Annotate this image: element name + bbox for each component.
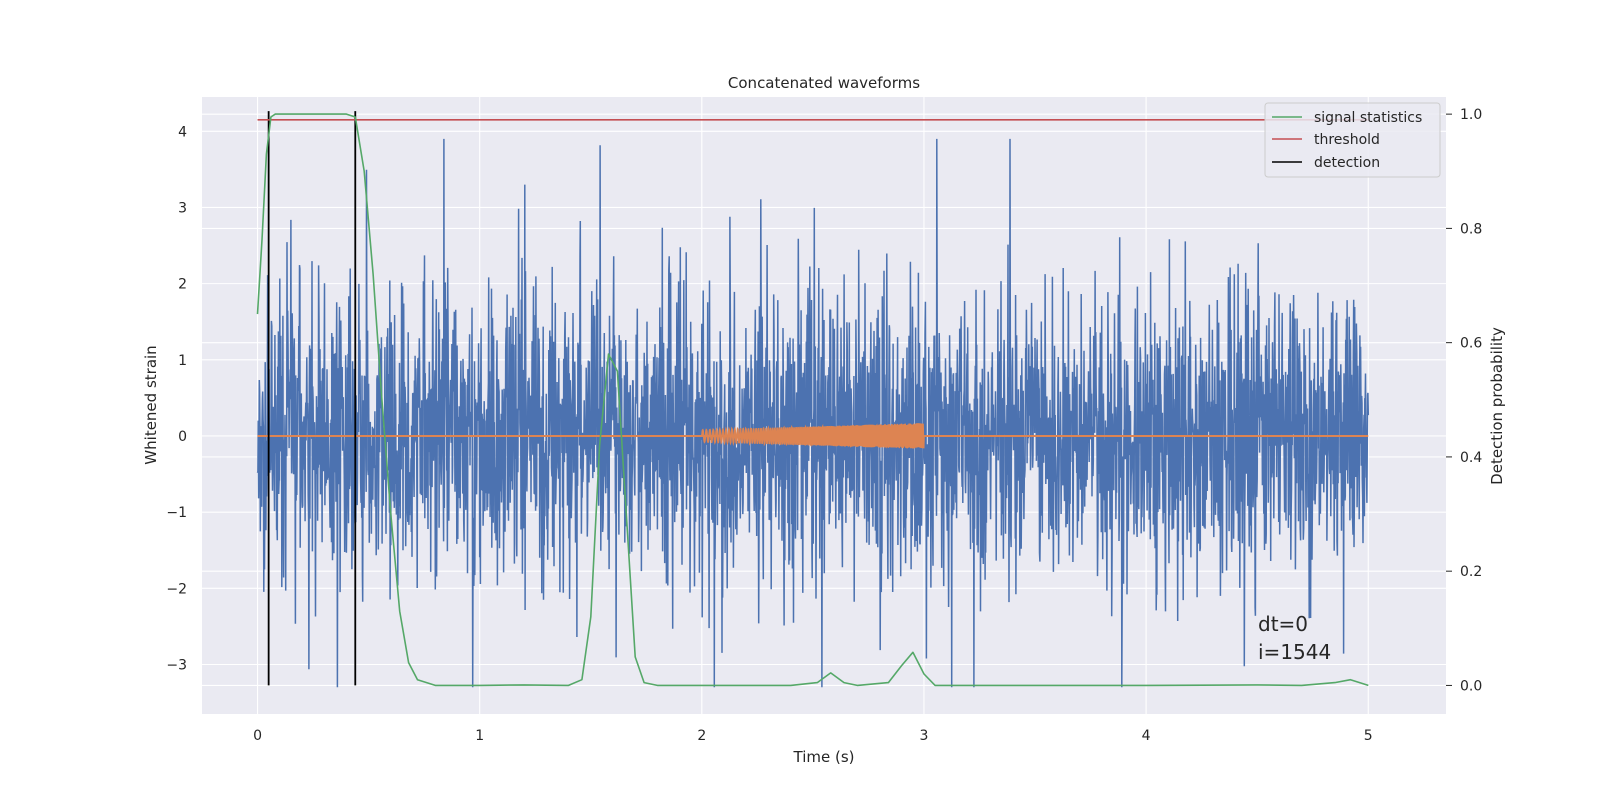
x-tick-label: 5 [1364, 728, 1373, 744]
y2-tick-label: 0.0 [1460, 678, 1482, 694]
legend-box [1264, 102, 1441, 178]
tick-labels: 0 1 2 3 4 5 −3 −2 −1 0 1 2 3 4 0.0 0.2 0.4 0.6 0.8 1.0 [166, 107, 1482, 744]
y2-tick-label: 0.4 [1460, 450, 1482, 466]
y-tick-label: 4 [178, 124, 187, 140]
y2-axis-label: Detection probability [1488, 327, 1506, 485]
legend-label-signal-statistics: signal statistics [1314, 110, 1422, 126]
legend-label-threshold: threshold [1314, 132, 1380, 148]
x-tick-label: 2 [697, 728, 706, 744]
y-axis-label: Whitened strain [142, 345, 160, 464]
y2-tick-label: 1.0 [1460, 107, 1482, 123]
y2-tick-label: 0.8 [1460, 221, 1482, 237]
y-tick-label: −3 [166, 657, 187, 673]
injected-waveform-series [257, 422, 1369, 449]
x-axis-label: Time (s) [793, 748, 855, 766]
legend-label-detection: detection [1314, 155, 1380, 171]
y-tick-label: 3 [178, 200, 187, 216]
y-tick-label: −2 [166, 581, 187, 597]
y2-tick-label: 0.6 [1460, 336, 1482, 352]
x-tick-label: 1 [475, 728, 484, 744]
y-tick-label: 1 [178, 353, 187, 369]
chart-title: Concatenated waveforms [728, 74, 920, 92]
legend: signal statistics threshold detection [1264, 102, 1441, 178]
x-tick-label: 0 [253, 728, 262, 744]
y2-tick-label: 0.2 [1460, 564, 1482, 580]
y-tick-label: 2 [178, 277, 187, 293]
annotation-i: i=1544 [1258, 640, 1331, 664]
x-tick-label: 4 [1142, 728, 1151, 744]
y-tick-label: −1 [166, 505, 187, 521]
injected-chirp-line [701, 422, 925, 449]
y-tick-label: 0 [178, 429, 187, 445]
signal-statistics-line [256, 113, 1369, 687]
signal-statistics-series [256, 113, 1369, 687]
detection-series [267, 111, 357, 686]
strain-line [256, 138, 1370, 688]
annotation-dt: dt=0 [1258, 612, 1308, 636]
strain-series [256, 138, 1370, 688]
x-tick-label: 3 [920, 728, 929, 744]
